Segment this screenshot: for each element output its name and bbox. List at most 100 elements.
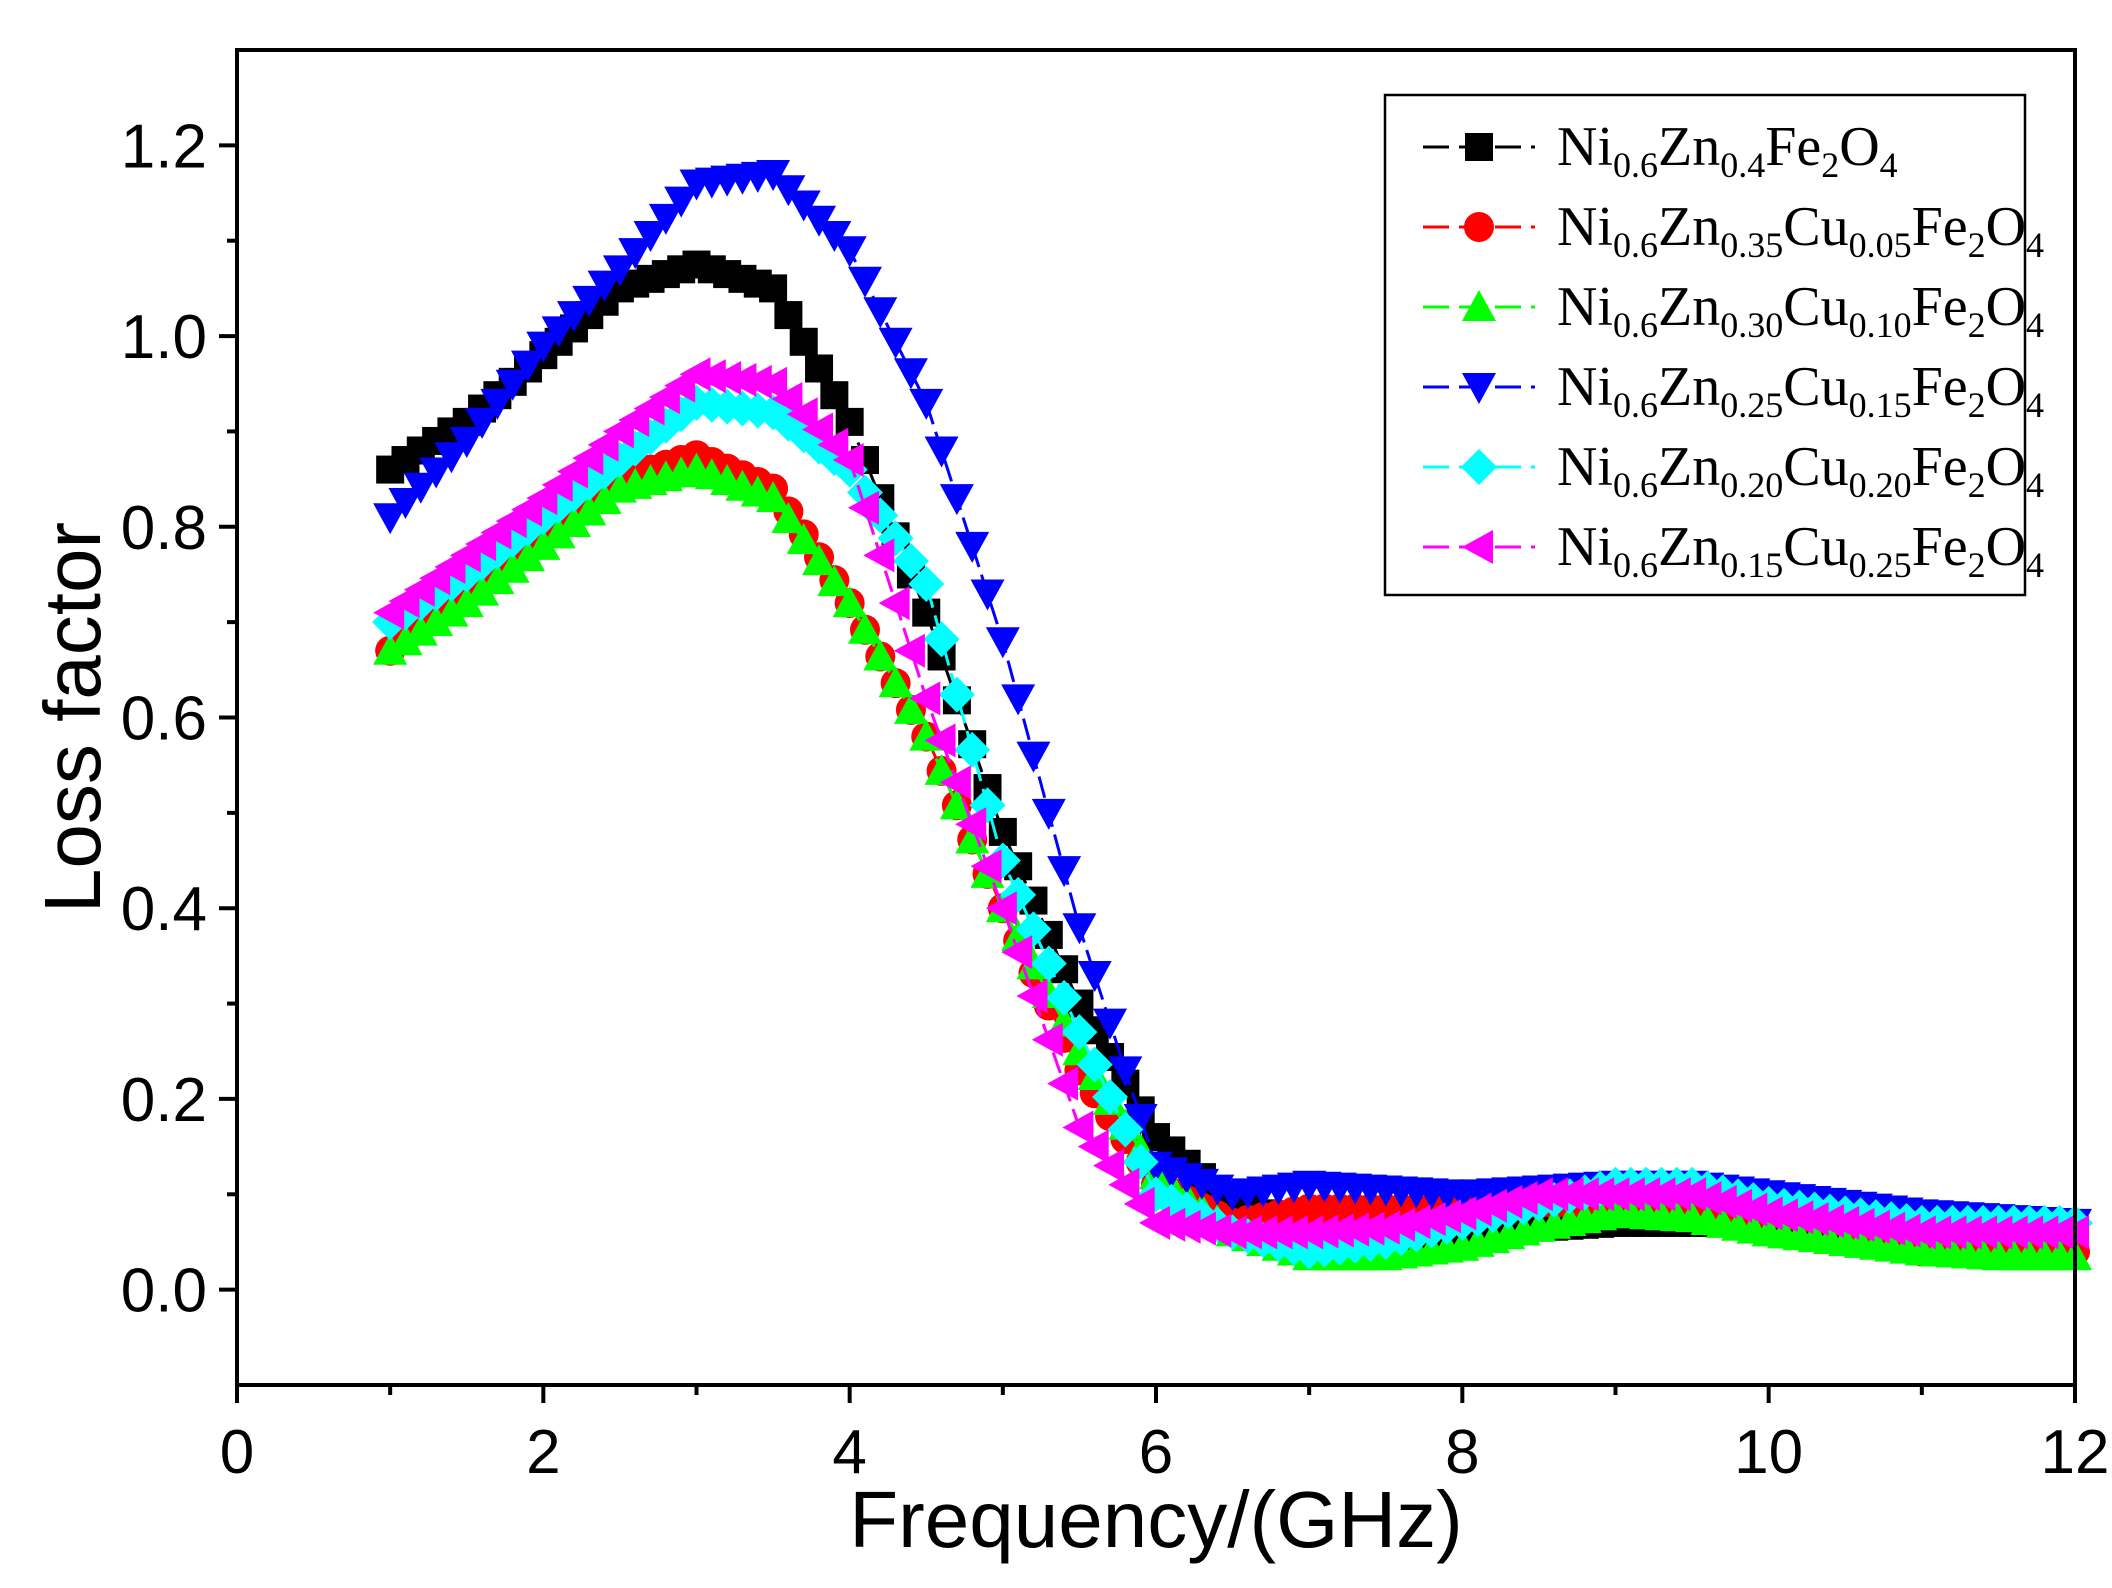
data-point bbox=[449, 426, 484, 458]
legend-subscript: 4 bbox=[2026, 545, 2044, 585]
interp-marker bbox=[878, 586, 910, 621]
y-tick-label: 0.2 bbox=[121, 1066, 207, 1135]
interp-marker bbox=[1123, 1186, 1155, 1221]
interp-marker bbox=[939, 765, 971, 800]
interp-marker bbox=[1077, 1129, 1109, 1164]
interp-marker bbox=[511, 350, 546, 382]
legend-subscript: 2 bbox=[1968, 385, 1986, 425]
legend-label: Ni0.6Zn0.30Cu0.10Fe2O4 bbox=[1557, 276, 2044, 345]
data-point bbox=[602, 255, 637, 287]
legend-text-part: Fe bbox=[1912, 196, 1968, 258]
interp-marker bbox=[664, 186, 699, 218]
interp-marker bbox=[694, 359, 726, 394]
interp-marker bbox=[587, 270, 622, 302]
interp-marker bbox=[419, 605, 454, 637]
data-point bbox=[909, 681, 941, 716]
data-point bbox=[1751, 1196, 1783, 1231]
x-tick-label: 2 bbox=[526, 1418, 560, 1487]
legend-subscript: 0.6 bbox=[1613, 225, 1658, 265]
interp-marker bbox=[970, 849, 1002, 884]
interp-marker bbox=[1108, 1167, 1140, 1202]
interp-marker bbox=[1077, 960, 1112, 992]
legend-box bbox=[1383, 93, 2027, 597]
interp-marker bbox=[1399, 1204, 1431, 1239]
data-point bbox=[985, 891, 1017, 926]
interp-marker bbox=[817, 565, 852, 597]
data-point bbox=[1445, 1196, 1477, 1231]
interp-marker bbox=[1322, 1213, 1354, 1248]
interp-marker bbox=[954, 731, 991, 768]
x-tick-label: 6 bbox=[1139, 1418, 1173, 1487]
legend-marker bbox=[1462, 373, 1496, 404]
data-point bbox=[756, 366, 788, 401]
x-tick-label: 12 bbox=[2041, 1418, 2110, 1487]
interp-marker bbox=[587, 483, 622, 515]
interp-marker bbox=[1154, 1207, 1186, 1242]
legend-subscript: 2 bbox=[1968, 305, 1986, 345]
legend-text-part: Cu bbox=[1783, 516, 1848, 578]
interp-marker bbox=[1782, 1200, 1814, 1235]
interp-marker bbox=[863, 297, 898, 329]
interp-marker bbox=[1108, 1056, 1143, 1088]
interp-marker bbox=[923, 621, 960, 658]
legend-subscript: 0.15 bbox=[1720, 545, 1783, 585]
interp-marker bbox=[1812, 1203, 1844, 1238]
legend-text-part: Fe bbox=[1765, 116, 1821, 178]
interp-marker bbox=[805, 354, 834, 383]
data-point bbox=[832, 443, 864, 478]
legend-text-part: O bbox=[1986, 196, 2026, 258]
interp-marker bbox=[863, 538, 895, 573]
interp-marker bbox=[511, 540, 546, 572]
interp-marker bbox=[1843, 1207, 1875, 1242]
x-axis-title: Frequency/(GHz) bbox=[849, 1475, 1462, 1564]
interp-marker bbox=[802, 412, 834, 447]
y-tick-label: 0.0 bbox=[121, 1257, 207, 1326]
interp-marker bbox=[970, 579, 1005, 611]
x-tick-label: 0 bbox=[220, 1418, 254, 1487]
legend-text-part: Fe bbox=[1912, 436, 1968, 498]
legend-text-part: Zn bbox=[1658, 436, 1720, 498]
interp-marker bbox=[820, 381, 849, 410]
data-point bbox=[373, 633, 408, 665]
legend-subscript: 4 bbox=[2026, 385, 2044, 425]
legend-subscript: 0.6 bbox=[1613, 545, 1658, 585]
interp-marker bbox=[556, 454, 588, 489]
legend-subscript: 0.6 bbox=[1613, 145, 1658, 185]
interp-marker bbox=[1475, 1188, 1507, 1223]
interp-marker bbox=[1123, 1104, 1158, 1135]
interp-marker bbox=[1414, 1202, 1446, 1237]
interp-marker bbox=[1491, 1184, 1523, 1219]
interp-marker bbox=[1016, 741, 1051, 773]
interp-marker bbox=[388, 624, 423, 656]
legend-item: Ni0.6Zn0.15Cu0.25Fe2O4 bbox=[1423, 516, 2044, 585]
legend-subscript: 0.4 bbox=[1720, 145, 1765, 185]
interp-marker bbox=[1093, 1148, 1125, 1183]
interp-marker bbox=[1001, 935, 1033, 970]
legend-text-part: Cu bbox=[1783, 276, 1848, 338]
interp-marker bbox=[1122, 1143, 1159, 1180]
interp-marker bbox=[863, 639, 898, 671]
interp-marker bbox=[1506, 1181, 1538, 1216]
data-point bbox=[832, 236, 867, 268]
data-point bbox=[1061, 1014, 1098, 1051]
legend-marker bbox=[1461, 449, 1497, 485]
y-axis-title: Loss factor bbox=[28, 522, 117, 913]
legend-text-part: Zn bbox=[1658, 276, 1720, 338]
interp-marker bbox=[725, 362, 757, 397]
data-point bbox=[985, 627, 1020, 659]
legend-subscript: 4 bbox=[2026, 305, 2044, 345]
legend-text-part: Fe bbox=[1912, 356, 1968, 418]
interp-marker bbox=[1353, 1211, 1385, 1246]
interp-marker bbox=[955, 807, 987, 842]
series-layer bbox=[372, 159, 2093, 1271]
legend-subscript: 0.20 bbox=[1720, 465, 1783, 505]
interp-marker bbox=[1031, 1022, 1063, 1057]
interp-marker bbox=[1076, 1046, 1113, 1083]
legend-subscript: 0.10 bbox=[1849, 305, 1912, 345]
interp-marker bbox=[465, 407, 500, 439]
legend-text-part: Ni bbox=[1557, 516, 1613, 578]
interp-marker bbox=[847, 266, 882, 298]
legend-subscript: 2 bbox=[1968, 225, 1986, 265]
interp-marker bbox=[1766, 1198, 1798, 1233]
legend-subscript: 0.15 bbox=[1849, 385, 1912, 425]
